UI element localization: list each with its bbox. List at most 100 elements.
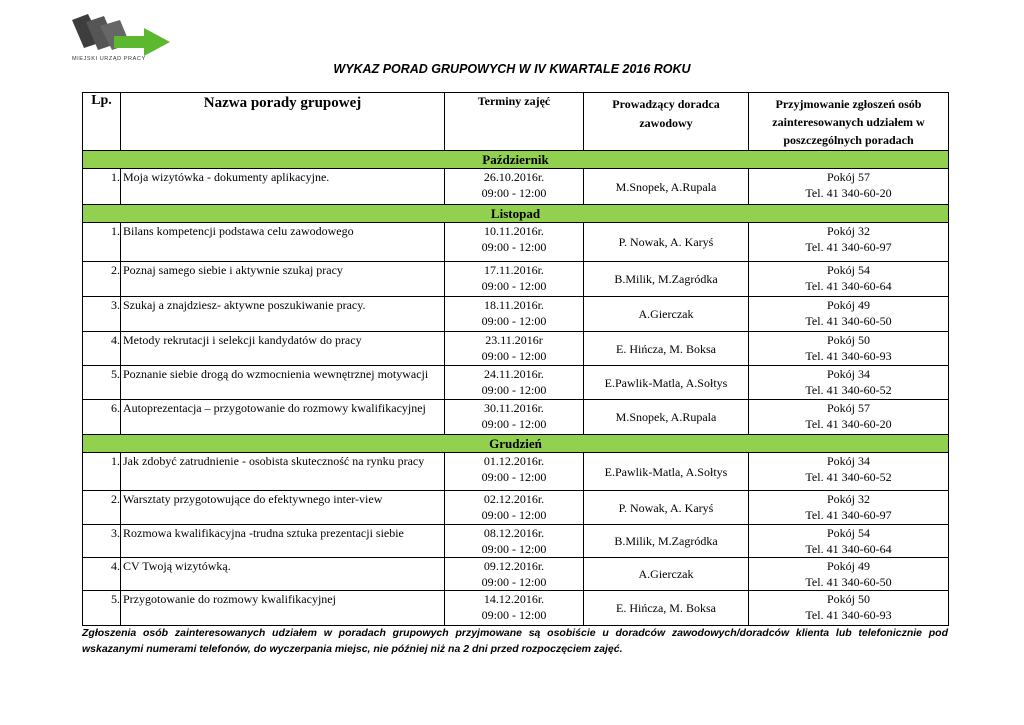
- course-name: Jak zdobyć zatrudnienie - osobista skute…: [120, 452, 445, 491]
- advisor: E.Pawlik-Matla, A.Sołtys: [583, 365, 749, 400]
- time: 09:00 - 12:00: [481, 186, 547, 200]
- registration: Pokój 50 Tel. 41 340-60-93: [748, 331, 949, 366]
- phone: Tel. 41 340-60-97: [805, 508, 892, 522]
- table-row: 1. Bilans kompetencji podstawa celu zawo…: [82, 222, 949, 262]
- header-name: Nazwa porady grupowej: [120, 92, 445, 151]
- row-number: 1.: [82, 222, 121, 262]
- row-number: 3.: [82, 524, 121, 558]
- document-title: WYKAZ PORAD GRUPOWYCH W IV KWARTALE 2016…: [333, 62, 691, 76]
- phone: Tel. 41 340-60-52: [805, 383, 892, 397]
- table-row: 5. Poznanie siebie drogą do wzmocnienia …: [82, 365, 949, 400]
- phone: Tel. 41 340-60-50: [805, 575, 892, 589]
- course-date: 02.12.2016r. 09:00 - 12:00: [444, 490, 584, 525]
- row-number: 6.: [82, 399, 121, 435]
- row-number: 4.: [82, 557, 121, 591]
- advisor: B.Milik, M.Zagródka: [583, 261, 749, 297]
- advisor: M.Snopek, A.Rupala: [583, 399, 749, 435]
- time: 09:00 - 12:00: [481, 240, 547, 254]
- course-name: CV Twoją wizytówką.: [120, 557, 445, 591]
- registration: Pokój 54 Tel. 41 340-60-64: [748, 524, 949, 558]
- row-number: 3.: [82, 296, 121, 332]
- date: 18.11.2016r.: [484, 298, 544, 312]
- advisor: P. Nowak, A. Karyś: [583, 222, 749, 262]
- row-number: 5.: [82, 590, 121, 626]
- room: Pokój 50: [826, 592, 870, 606]
- month-label: Grudzień: [82, 434, 949, 453]
- course-date: 14.12.2016r. 09:00 - 12:00: [444, 590, 584, 626]
- date: 08.12.2016r.: [483, 526, 545, 540]
- phone: Tel. 41 340-60-93: [805, 349, 892, 363]
- month-label: Październik: [82, 150, 949, 169]
- phone: Tel. 41 340-60-20: [805, 186, 892, 200]
- course-name: Moja wizytówka - dokumenty aplikacyjne.: [120, 168, 445, 205]
- table-row: 6. Autoprezentacja – przygotowanie do ro…: [82, 399, 949, 435]
- date: 23.11.2016r: [485, 333, 543, 347]
- course-name: Metody rekrutacji i selekcji kandydatów …: [120, 331, 445, 366]
- registration: Pokój 49 Tel. 41 340-60-50: [748, 296, 949, 332]
- phone: Tel. 41 340-60-64: [805, 542, 892, 556]
- month-row: Listopad: [82, 204, 949, 223]
- table-row: 1. Moja wizytówka - dokumenty aplikacyjn…: [82, 168, 949, 205]
- course-name: Bilans kompetencji podstawa celu zawodow…: [120, 222, 445, 262]
- course-date: 01.12.2016r. 09:00 - 12:00: [444, 452, 584, 491]
- advisor: E.Pawlik-Matla, A.Sołtys: [583, 452, 749, 491]
- registration: Pokój 34 Tel. 41 340-60-52: [748, 452, 949, 491]
- phone: Tel. 41 340-60-97: [805, 240, 892, 254]
- table-row: 4. Metody rekrutacji i selekcji kandydat…: [82, 331, 949, 366]
- course-date: 23.11.2016r 09:00 - 12:00: [444, 331, 584, 366]
- registration: Pokój 32 Tel. 41 340-60-97: [748, 490, 949, 525]
- advisor: M.Snopek, A.Rupala: [583, 168, 749, 205]
- month-row: Październik: [82, 150, 949, 169]
- course-name: Poznaj samego siebie i aktywnie szukaj p…: [120, 261, 445, 297]
- time: 09:00 - 12:00: [481, 470, 547, 484]
- header-row: Lp. Nazwa porady grupowej Terminy zajęć …: [82, 92, 949, 151]
- course-name: Szukaj a znajdziesz- aktywne poszukiwani…: [120, 296, 445, 332]
- date: 02.12.2016r.: [483, 492, 545, 506]
- room: Pokój 34: [826, 454, 870, 468]
- date: 01.12.2016r.: [483, 454, 545, 468]
- advisor: P. Nowak, A. Karyś: [583, 490, 749, 525]
- time: 09:00 - 12:00: [481, 279, 547, 293]
- registration: Pokój 57 Tel. 41 340-60-20: [748, 399, 949, 435]
- date: 30.11.2016r.: [484, 401, 544, 415]
- row-number: 4.: [82, 331, 121, 366]
- registration: Pokój 49 Tel. 41 340-60-50: [748, 557, 949, 591]
- course-date: 10.11.2016r. 09:00 - 12:00: [444, 222, 584, 262]
- course-date: 30.11.2016r. 09:00 - 12:00: [444, 399, 584, 435]
- registration: Pokój 57 Tel. 41 340-60-20: [748, 168, 949, 205]
- room: Pokój 49: [826, 298, 870, 312]
- room: Pokój 57: [826, 401, 870, 415]
- table-row: 4. CV Twoją wizytówką. 09.12.2016r. 09:00…: [82, 557, 949, 591]
- room: Pokój 32: [826, 224, 870, 238]
- header-registration: Przyjmowanie zgłoszeń osób zainteresowan…: [748, 92, 949, 151]
- phone: Tel. 41 340-60-20: [805, 417, 892, 431]
- date: 17.11.2016r.: [484, 263, 544, 277]
- table-row: 5. Przygotowanie do rozmowy kwalifikacyj…: [82, 590, 949, 626]
- advisor: A.Gierczak: [583, 296, 749, 332]
- time: 09:00 - 12:00: [481, 349, 547, 363]
- table-row: 2. Poznaj samego siebie i aktywnie szuka…: [82, 261, 949, 297]
- course-date: 09.12.2016r. 09:00 - 12:00: [444, 557, 584, 591]
- table-row: 3. Rozmowa kwalifikacyjna -trudna sztuka…: [82, 524, 949, 558]
- row-number: 5.: [82, 365, 121, 400]
- course-name: Rozmowa kwalifikacyjna -trudna sztuka pr…: [120, 524, 445, 558]
- advisor: B.Milik, M.Zagródka: [583, 524, 749, 558]
- phone: Tel. 41 340-60-93: [805, 608, 892, 622]
- time: 09:00 - 12:00: [481, 608, 547, 622]
- row-number: 1.: [82, 452, 121, 491]
- room: Pokój 50: [826, 333, 870, 347]
- phone: Tel. 41 340-60-50: [805, 314, 892, 328]
- date: 14.12.2016r.: [483, 592, 545, 606]
- room: Pokój 32: [826, 492, 870, 506]
- svg-text:MIEJSKI URZĄD PRACY: MIEJSKI URZĄD PRACY: [72, 56, 146, 62]
- footer-note: Zgłoszenia osób zainteresowanych udziałe…: [82, 627, 948, 655]
- course-date: 26.10.2016r. 09:00 - 12:00: [444, 168, 584, 205]
- course-date: 17.11.2016r. 09:00 - 12:00: [444, 261, 584, 297]
- time: 09:00 - 12:00: [481, 383, 547, 397]
- row-number: 1.: [82, 168, 121, 205]
- course-name: Przygotowanie do rozmowy kwalifikacyjnej: [120, 590, 445, 626]
- month-row: Grudzień: [82, 434, 949, 453]
- room: Pokój 54: [826, 263, 870, 277]
- course-date: 18.11.2016r. 09:00 - 12:00: [444, 296, 584, 332]
- row-number: 2.: [82, 261, 121, 297]
